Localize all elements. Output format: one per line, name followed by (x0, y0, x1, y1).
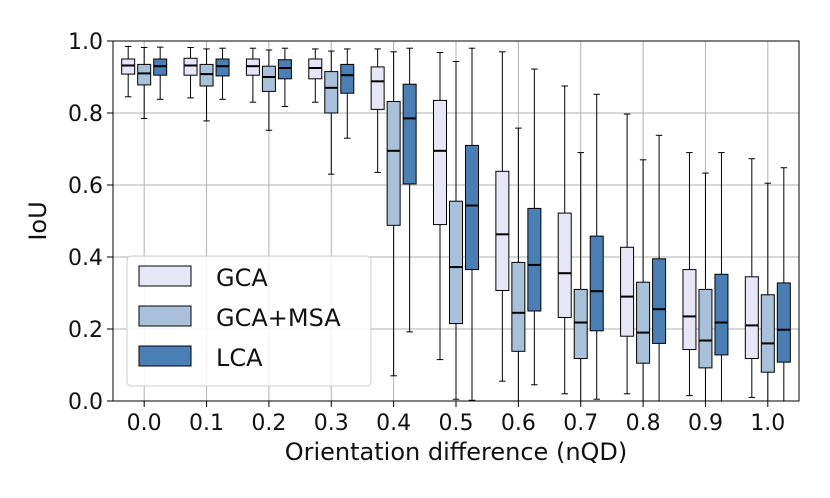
box-iqr (465, 144, 479, 271)
box (760, 182, 775, 402)
box (386, 51, 401, 377)
box (121, 45, 136, 98)
box-iqr (199, 63, 214, 87)
legend-swatch (138, 345, 192, 367)
box-iqr (698, 288, 713, 369)
box (137, 46, 152, 119)
y-axis-label: IoU (24, 201, 52, 240)
x-tick-label: 0.3 (314, 411, 349, 436)
x-tick-label: 0.8 (626, 411, 661, 436)
box (449, 61, 463, 400)
box-iqr (261, 65, 276, 92)
box (215, 47, 230, 100)
box-iqr (636, 281, 651, 364)
box (340, 48, 355, 139)
x-tick-label: 0.4 (376, 411, 411, 436)
y-tick-label: 0.4 (68, 246, 103, 271)
box (744, 158, 759, 398)
legend-label: LCA (216, 344, 263, 372)
box-iqr (137, 63, 152, 86)
series-gca (121, 45, 759, 398)
box (465, 47, 479, 401)
box (245, 47, 260, 103)
box (402, 47, 417, 333)
box-iqr (386, 100, 401, 226)
y-tick-label: 1.0 (68, 30, 103, 55)
x-axis-label: Orientation difference (nQD) (285, 438, 628, 466)
box-iqr (776, 282, 791, 363)
box (527, 68, 542, 386)
box-iqr (744, 276, 759, 360)
box-iqr (449, 200, 463, 325)
x-tick-label: 0.5 (439, 411, 474, 436)
box-iqr (340, 63, 355, 94)
box (370, 48, 385, 173)
box (682, 152, 697, 397)
box (698, 172, 713, 402)
x-tick-label: 1.0 (750, 411, 785, 436)
box-iqr (402, 83, 417, 185)
legend-label: GCA (216, 264, 268, 292)
box (620, 113, 635, 395)
y-tick-label: 0.2 (68, 318, 103, 343)
box-iqr (215, 58, 230, 77)
box-iqr (121, 58, 136, 75)
box (183, 46, 198, 99)
box-iqr (760, 294, 775, 373)
x-tick-label: 0.1 (189, 411, 224, 436)
series-lca (153, 46, 791, 402)
box-iqr (682, 269, 697, 351)
legend-label: GCA+MSA (216, 304, 341, 332)
box-iqr (573, 288, 588, 360)
box-iqr (370, 66, 385, 110)
box (714, 152, 729, 402)
box (261, 49, 276, 131)
box-iqr (527, 207, 542, 312)
box-iqr (620, 246, 635, 337)
box (153, 46, 168, 100)
box (589, 93, 604, 400)
box (511, 127, 526, 402)
box-iqr (183, 57, 198, 76)
x-tick-label: 0.6 (501, 411, 536, 436)
y-tick-label: 0.0 (68, 390, 103, 415)
box (652, 134, 667, 402)
x-axis: 0.0 0.1 0.2 0.3 0.4 0.5 0.6 0.7 0.8 0.9 1.0 (127, 401, 785, 436)
box (495, 51, 510, 382)
box-series (121, 45, 791, 402)
box (573, 152, 588, 402)
y-axis: 0.0 0.2 0.4 0.6 0.8 1.0 (68, 30, 113, 415)
box (557, 85, 572, 395)
box-iqr (714, 273, 729, 356)
box (776, 167, 791, 402)
box-iqr (495, 170, 510, 291)
box-iqr (511, 261, 526, 352)
legend-swatch (138, 305, 192, 327)
box-iqr (277, 59, 292, 80)
box (277, 47, 292, 108)
y-tick-label: 0.8 (68, 102, 103, 127)
x-tick-label: 0.2 (251, 411, 286, 436)
x-tick-label: 0.9 (688, 411, 723, 436)
box (308, 48, 323, 103)
box (433, 52, 447, 361)
box-iqr (324, 71, 339, 114)
box (636, 159, 651, 402)
box-iqr (589, 235, 604, 332)
box (324, 50, 339, 175)
legend: GCA GCA+MSA LCA (126, 255, 372, 387)
box-iqr (557, 212, 572, 318)
legend-swatch (138, 265, 192, 287)
box-iqr (652, 258, 667, 344)
y-tick-label: 0.6 (68, 174, 103, 199)
box-iqr (433, 99, 447, 226)
x-tick-label: 0.0 (127, 411, 162, 436)
series-gca-msa (137, 46, 775, 402)
x-tick-label: 0.7 (563, 411, 598, 436)
box (199, 48, 214, 122)
